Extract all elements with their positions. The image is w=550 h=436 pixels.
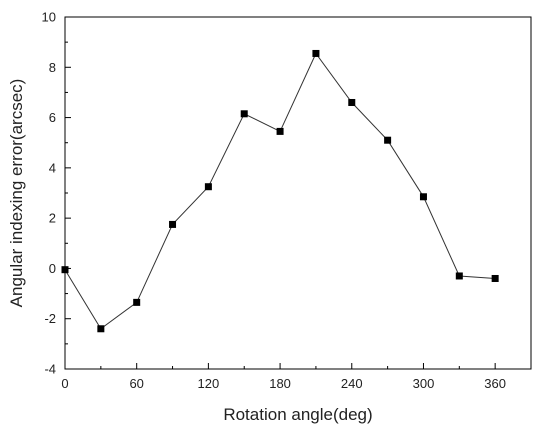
y-axis-ticks: -4 -2 0 2 4 6 8 10 (42, 10, 71, 377)
x-tick-label: 60 (129, 376, 143, 391)
x-tick-label: 300 (413, 376, 435, 391)
data-point (419, 193, 427, 201)
y-axis-title: Angular indexing error(arcsec) (7, 79, 26, 308)
y-tick-label: 10 (42, 10, 56, 25)
y-tick-label: 0 (49, 261, 56, 276)
data-point (240, 110, 248, 118)
data-point (61, 266, 69, 274)
x-tick-label: 240 (341, 376, 363, 391)
data-point (312, 49, 320, 57)
data-point (455, 272, 463, 280)
y-tick-label: 8 (49, 60, 56, 75)
data-point (384, 136, 392, 144)
y-tick-label: -4 (44, 362, 56, 377)
y-tick-label: -2 (44, 311, 56, 326)
data-point (169, 220, 177, 228)
x-axis-ticks: 0 60 120 180 240 300 360 (61, 363, 506, 391)
data-point (491, 274, 499, 282)
y-tick-label: 2 (49, 211, 56, 226)
y-tick-label: 6 (49, 110, 56, 125)
y-tick-label: 4 (49, 160, 56, 175)
x-tick-label: 360 (484, 376, 506, 391)
x-axis-title: Rotation angle(deg) (223, 405, 372, 424)
x-tick-label: 180 (269, 376, 291, 391)
series-line (64, 52, 496, 330)
data-markers (61, 49, 499, 333)
x-tick-label: 0 (61, 376, 68, 391)
data-point (204, 183, 212, 191)
data-point (133, 298, 141, 306)
plot-frame (64, 16, 532, 370)
data-point (276, 127, 284, 135)
data-point (348, 98, 356, 106)
data-point (97, 325, 105, 333)
x-tick-label: 120 (198, 376, 220, 391)
